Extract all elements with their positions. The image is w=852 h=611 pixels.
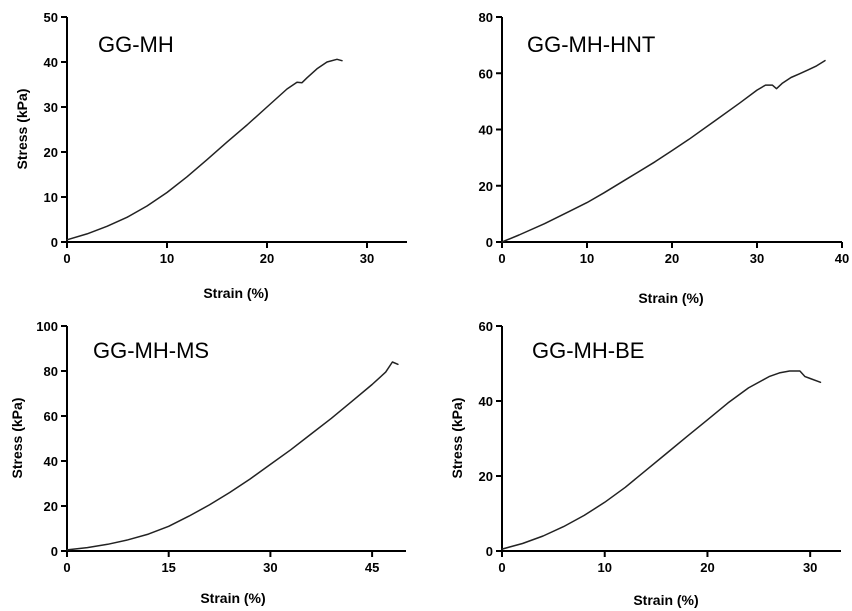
x-axis-title: Strain (%) — [200, 590, 265, 606]
y-tick-label: 0 — [51, 544, 58, 559]
y-axis-title: Stress (kPa) — [449, 398, 465, 479]
y-tick-label: 50 — [44, 10, 58, 25]
series-line — [66, 361, 399, 551]
chart-panel-gg-mh-be: GG-MH-BE Strain (%) Stress (kPa) 0 20 40 60… — [449, 319, 841, 608]
x-tick-label: 0 — [63, 560, 70, 575]
x-tick-label: 30 — [263, 560, 277, 575]
x-axis-title: Strain (%) — [633, 592, 698, 608]
chart-panel-gg-mh-ms: GG-MH-MS Strain (%) Stress (kPa) 0 20 40 60… — [9, 319, 406, 606]
series-line — [501, 370, 822, 550]
x-tick-label: 30 — [803, 560, 817, 575]
chart-panel-gg-mh: GG-MH Strain (%) Stress (kPa) 0 10 20 30 40 5… — [14, 10, 407, 301]
y-tick-label: 80 — [479, 10, 493, 25]
chart-title: GG-MH — [98, 32, 174, 57]
chart-panel-gg-mh-hnt: GG-MH-HNT Strain (%) 0 20 40 60 80 0 10 20 30 40 — [479, 10, 850, 306]
x-tick-label: 10 — [597, 560, 611, 575]
y-tick-label: 40 — [44, 454, 58, 469]
y-tick-label: 40 — [479, 394, 493, 409]
y-tick-label: 0 — [51, 235, 58, 250]
x-tick-label: 30 — [360, 251, 374, 266]
y-tick-label: 0 — [486, 235, 493, 250]
x-tick-label: 30 — [750, 251, 764, 266]
y-tick-label: 20 — [44, 499, 58, 514]
x-tick-label: 15 — [161, 560, 175, 575]
y-tick-label: 20 — [479, 179, 493, 194]
y-tick-label: 20 — [44, 145, 58, 160]
y-tick-label: 20 — [479, 469, 493, 484]
x-axis-title: Strain (%) — [203, 285, 268, 301]
y-tick-label: 80 — [44, 364, 58, 379]
y-axis-title: Stress (kPa) — [9, 398, 25, 479]
x-tick-label: 20 — [260, 251, 274, 266]
x-tick-label: 0 — [498, 251, 505, 266]
x-tick-label: 10 — [160, 251, 174, 266]
x-tick-label: 0 — [63, 251, 70, 266]
x-tick-label: 0 — [498, 560, 505, 575]
x-tick-label: 20 — [700, 560, 714, 575]
y-tick-label: 60 — [479, 66, 493, 81]
x-axis-title: Strain (%) — [638, 290, 703, 306]
chart-title: GG-MH-MS — [93, 338, 209, 363]
y-tick-label: 40 — [479, 123, 493, 138]
y-tick-label: 40 — [44, 55, 58, 70]
y-axis-title: Stress (kPa) — [14, 89, 30, 170]
y-tick-label: 60 — [479, 319, 493, 334]
x-tick-label: 10 — [580, 251, 594, 266]
y-tick-label: 0 — [486, 544, 493, 559]
x-tick-label: 45 — [365, 560, 379, 575]
series-line — [501, 59, 826, 243]
chart-title: GG-MH-BE — [532, 338, 644, 363]
chart-title: GG-MH-HNT — [527, 32, 655, 57]
y-tick-label: 100 — [36, 319, 58, 334]
x-tick-label: 40 — [835, 251, 849, 266]
y-tick-label: 10 — [44, 190, 58, 205]
y-tick-label: 30 — [44, 100, 58, 115]
x-tick-label: 20 — [665, 251, 679, 266]
y-tick-label: 60 — [44, 409, 58, 424]
series-line — [66, 58, 343, 241]
